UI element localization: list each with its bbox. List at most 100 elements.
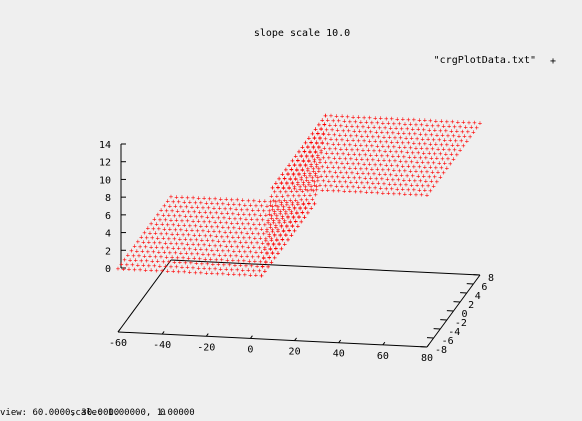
data-point: + [409,135,413,143]
data-point: + [393,157,397,165]
data-point: + [412,116,416,124]
data-point: + [171,244,175,252]
data-point: + [417,186,421,194]
data-point: + [374,152,378,160]
data-point: + [395,115,399,123]
data-point: + [375,119,379,127]
data-point: + [319,126,323,134]
data-point: + [269,259,273,267]
data-point: + [307,200,311,208]
data-point: + [151,248,155,256]
data-point: + [461,119,465,127]
data-point: + [347,150,351,158]
data-point: + [342,118,346,126]
data-point: + [265,202,269,210]
data-point: + [412,140,416,148]
data-point: + [339,145,343,153]
data-point: + [161,211,165,219]
data-point: + [212,228,216,236]
data-point: + [369,128,373,136]
data-point: + [294,218,298,226]
data-point: + [345,136,349,144]
data-point: + [265,228,269,236]
data-point: + [448,137,452,145]
data-point: + [159,207,163,215]
data-point: + [373,138,377,146]
data-point: + [458,123,462,131]
data-point: + [320,138,324,146]
data-point: + [276,206,280,214]
data-point: + [263,246,267,254]
data-point: + [212,204,216,212]
status-bar: view: 60.0000, 30.0000 scale: 1.00000, 1… [0,408,582,421]
data-point: + [295,209,299,217]
data-point: + [174,217,178,225]
data-point: + [181,231,185,239]
data-point: + [223,205,227,213]
data-point: + [318,135,322,143]
data-point: + [149,220,153,228]
data-point: + [396,129,400,137]
data-point: + [280,170,284,178]
data-point: + [398,134,402,142]
data-point: + [269,193,273,201]
data-point: + [317,165,321,173]
data-point: + [345,160,349,168]
data-point: + [301,200,305,208]
data-point: + [382,157,386,165]
data-point: + [423,187,427,195]
data-point: + [260,263,264,271]
data-point: + [201,227,205,235]
data-point: + [360,132,364,140]
y-tick-label: -2 [455,318,467,329]
data-point: + [419,168,423,176]
data-point: + [188,199,192,207]
data-point: + [271,197,275,205]
data-point: + [420,182,424,190]
data-point: + [281,185,285,193]
data-point: + [162,225,166,233]
data-point: + [404,181,408,189]
data-point: + [199,199,203,207]
data-point: + [263,268,267,276]
data-point: + [221,270,225,278]
data-point: + [426,182,430,190]
data-point: + [313,147,317,155]
data-point: + [411,172,415,180]
z-tick-label: 8 [105,193,111,204]
data-point: + [266,219,270,227]
data-point: + [266,263,270,271]
data-point: + [309,205,313,213]
data-point: + [303,139,307,147]
data-point: + [427,126,431,134]
data-point: + [257,267,261,275]
data-point: + [276,250,280,258]
data-point: + [281,205,285,213]
data-point: + [422,173,426,181]
data-point: + [305,152,309,160]
data-point: + [300,167,304,175]
data-point: + [286,236,290,244]
data-point: + [264,212,268,220]
data-point: + [350,146,354,154]
data-point: + [318,156,322,164]
data-point: + [273,232,277,240]
data-point: + [387,180,391,188]
data-point: + [166,267,170,275]
data-point: + [320,140,324,148]
data-point: + [212,251,216,259]
data-point: + [211,260,215,268]
data-point: + [367,114,371,122]
data-point: + [250,253,254,261]
data-point: + [150,257,154,265]
data-point: + [298,204,302,212]
data-point: + [443,160,447,168]
data-point: + [258,211,262,219]
data-point: + [456,118,460,126]
data-point: + [324,173,328,181]
data-point: + [271,219,275,227]
data-point: + [341,173,345,181]
data-point: + [303,183,307,191]
data-point: + [340,136,344,144]
data-point: + [242,234,246,242]
